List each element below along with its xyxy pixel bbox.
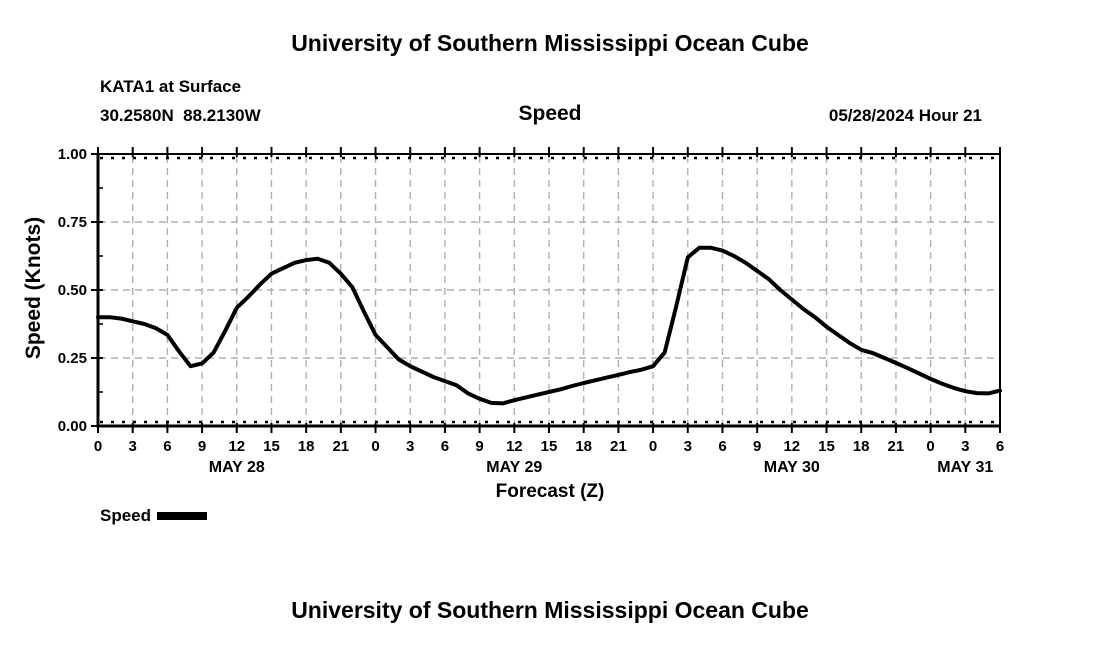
y-tick-label: 0.25 — [58, 350, 87, 367]
y-tick-label: 0.50 — [58, 282, 87, 299]
page-title: University of Southern Mississippi Ocean… — [291, 30, 809, 56]
x-tick-label: 15 — [263, 438, 280, 455]
x-tick-label: 6 — [996, 438, 1004, 455]
x-tick-label: 3 — [406, 438, 414, 455]
x-tick-label: 9 — [753, 438, 761, 455]
date-labels: MAY 28 MAY 29 MAY 30 MAY 31 — [209, 459, 994, 476]
legend-line-swatch — [157, 512, 208, 520]
x-tick-labels: 0 3 6 9 12 15 18 21 0 3 6 9 12 15 18 21 0 3 6 9 12 15 18 21 0 3 6 — [94, 438, 1004, 455]
y-axis-title: Speed (Knots) — [22, 216, 45, 360]
x-tick-label: 12 — [228, 438, 245, 455]
x-tick-label: 9 — [475, 438, 483, 455]
dotted-limit-lines — [100, 156, 998, 424]
variable-title: Speed — [518, 102, 582, 125]
speed-curve — [96, 245, 1002, 406]
x-tick-label: 15 — [541, 438, 558, 455]
x-tick-label: 0 — [94, 438, 102, 455]
date-label: MAY 29 — [486, 459, 542, 476]
x-tick-label: 0 — [649, 438, 657, 455]
x-axis-title: Forecast (Z) — [495, 481, 605, 502]
station-label: KATA1 at Surface — [100, 77, 242, 96]
x-tick-label: 21 — [888, 438, 905, 455]
x-tick-label: 3 — [129, 438, 137, 455]
x-tick-label: 12 — [783, 438, 800, 455]
x-tick-label: 6 — [718, 438, 726, 455]
y-tick-label: 1.00 — [58, 146, 87, 163]
x-tick-label: 21 — [332, 438, 349, 455]
x-tick-label: 18 — [853, 438, 870, 455]
x-tick-label: 3 — [684, 438, 692, 455]
x-tick-label: 12 — [506, 438, 523, 455]
x-tick-label: 9 — [198, 438, 206, 455]
x-tick-label: 18 — [298, 438, 315, 455]
y-tick-labels: 0.00 0.25 0.50 0.75 1.00 — [58, 146, 87, 435]
run-datetime-label: 05/28/2024 Hour 21 — [828, 106, 982, 125]
y-tick-label: 0.75 — [58, 214, 87, 231]
x-tick-label: 3 — [961, 438, 969, 455]
x-tick-label: 21 — [610, 438, 627, 455]
x-tick-label: 0 — [371, 438, 379, 455]
date-label: MAY 28 — [209, 459, 265, 476]
axis-ticks — [91, 147, 1001, 433]
coordinates-label: 30.2580N 88.2130W — [100, 106, 261, 125]
legend-label: Speed — [100, 506, 152, 525]
date-label: MAY 31 — [937, 459, 993, 476]
date-label: MAY 30 — [764, 459, 820, 476]
x-tick-label: 0 — [926, 438, 934, 455]
x-tick-label: 15 — [818, 438, 835, 455]
x-tick-label: 6 — [163, 438, 171, 455]
x-tick-label: 18 — [575, 438, 592, 455]
footer-title: University of Southern Mississippi Ocean… — [291, 597, 809, 623]
legend: Speed — [100, 506, 208, 526]
y-tick-label: 0.00 — [58, 418, 87, 435]
x-tick-label: 6 — [441, 438, 449, 455]
gridlines — [99, 156, 999, 424]
